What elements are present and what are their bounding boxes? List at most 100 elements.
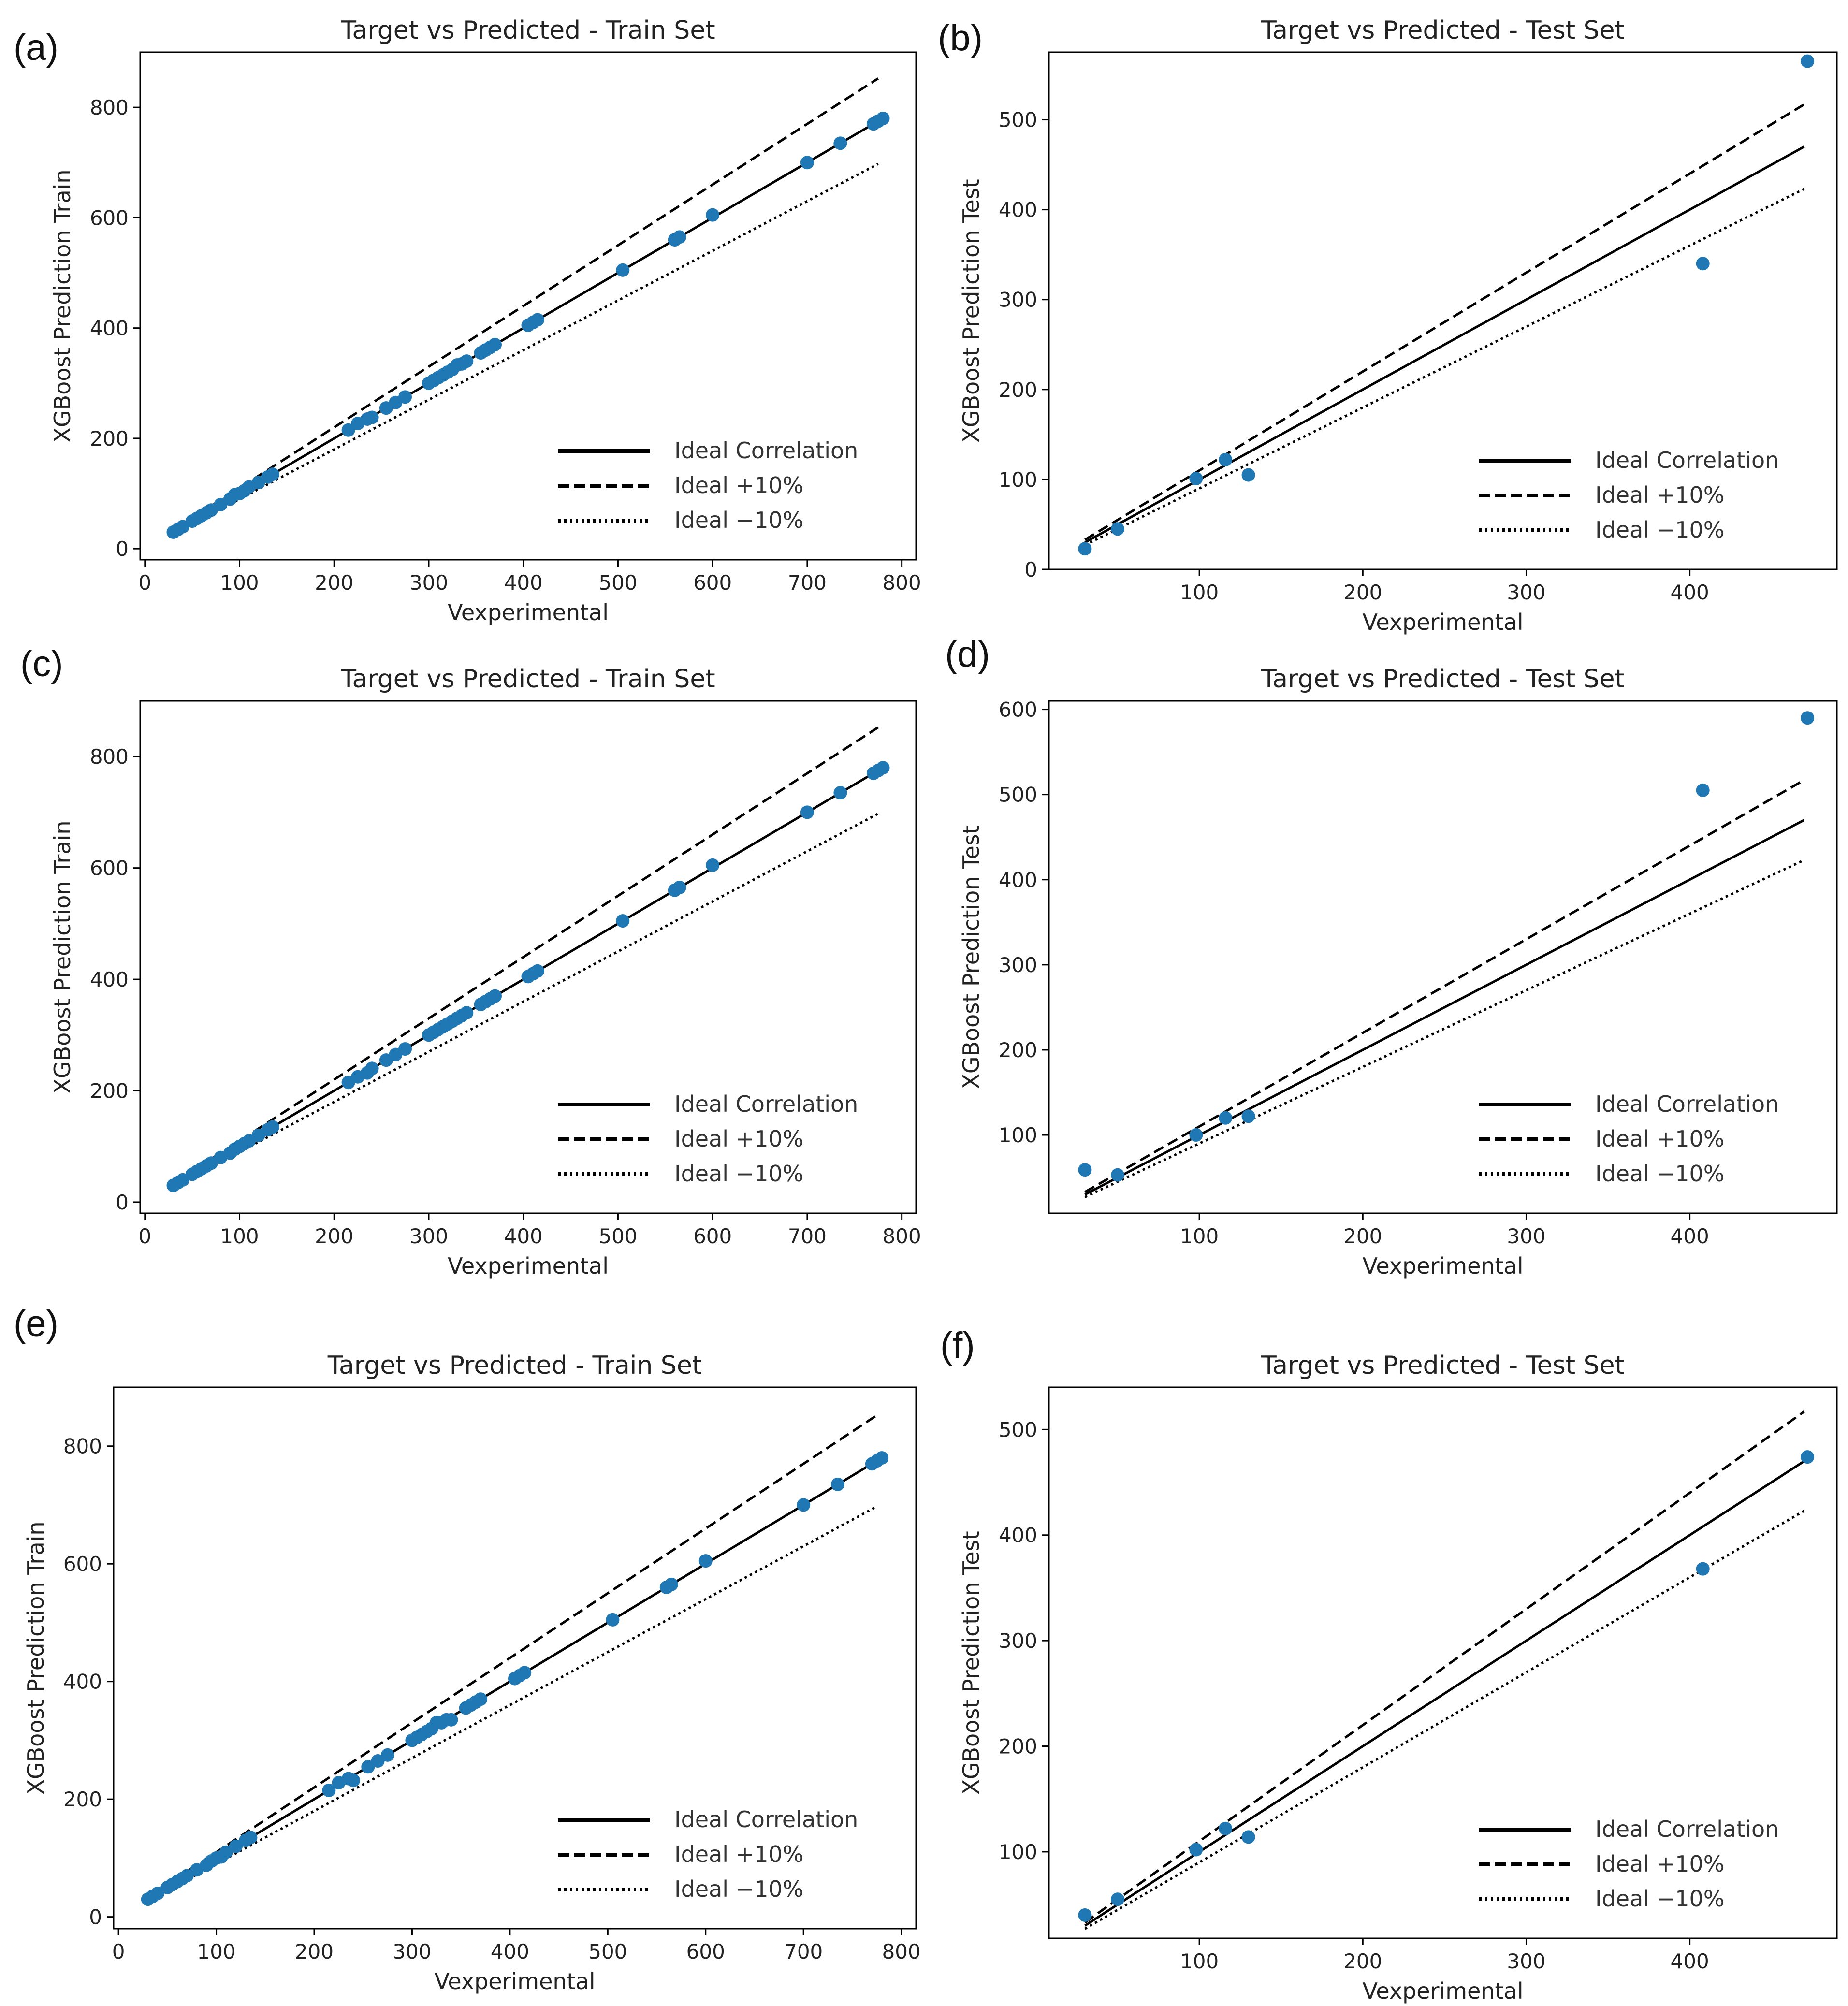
data-point xyxy=(341,423,355,437)
y-tick-label: 500 xyxy=(999,1418,1037,1441)
data-point xyxy=(531,313,545,327)
plot-frame xyxy=(1048,700,1838,1214)
data-point xyxy=(398,390,412,404)
y-tick-label: 0 xyxy=(116,537,129,561)
panel-label-f: (f) xyxy=(940,1325,975,1366)
data-point xyxy=(876,761,890,775)
x-tick-label: 100 xyxy=(197,1940,235,1963)
chart-title: Target vs Predicted - Test Set xyxy=(1261,665,1625,694)
chart-title: Target vs Predicted - Train Set xyxy=(327,1351,702,1380)
data-point xyxy=(361,1760,375,1774)
x-tick-label: 300 xyxy=(409,1224,448,1248)
data-point xyxy=(365,410,379,424)
legend-label: Ideal Correlation xyxy=(674,1091,858,1117)
legend-label: Ideal Correlation xyxy=(1595,1816,1779,1842)
data-point xyxy=(460,354,474,368)
chart-title: Target vs Predicted - Test Set xyxy=(1261,1351,1625,1380)
data-point xyxy=(444,1713,458,1727)
ideal-plus-10-line xyxy=(173,77,879,532)
x-tick-label: 100 xyxy=(220,571,259,595)
y-tick-label: 200 xyxy=(999,378,1037,402)
data-point xyxy=(616,263,630,277)
legend-label: Ideal −10% xyxy=(1595,1161,1724,1187)
y-axis-label: XGBoost Prediction Train xyxy=(49,820,75,1093)
x-tick-label: 800 xyxy=(883,1224,921,1248)
legend-label: Ideal +10% xyxy=(674,1841,803,1867)
x-tick-label: 0 xyxy=(138,571,151,595)
y-tick-label: 200 xyxy=(999,1735,1037,1759)
data-point xyxy=(800,805,814,819)
data-point xyxy=(1219,1111,1233,1125)
legend-label: Ideal +10% xyxy=(674,1126,803,1152)
data-point xyxy=(1696,1562,1710,1576)
legend-label: Ideal Correlation xyxy=(1595,1091,1779,1117)
y-tick-label: 800 xyxy=(63,1435,102,1458)
data-point xyxy=(365,1061,379,1076)
x-tick-label: 100 xyxy=(1180,1949,1219,1973)
data-point xyxy=(1111,1892,1125,1906)
legend-label: Ideal −10% xyxy=(1595,517,1724,543)
y-tick-label: 200 xyxy=(63,1788,102,1811)
chart-panel-5: Target vs Predicted - Train Set 0 100 200 30… xyxy=(23,1351,921,1994)
y-tick-label: 0 xyxy=(89,1905,102,1929)
y-tick-label: 300 xyxy=(999,288,1037,312)
data-point xyxy=(1078,1163,1092,1177)
plot-frame xyxy=(1048,1386,1838,1939)
x-tick-label: 700 xyxy=(784,1940,823,1963)
x-axis-label: Vexperimental xyxy=(448,599,609,625)
x-tick-label: 0 xyxy=(138,1224,151,1248)
y-axis-label: XGBoost Prediction Test xyxy=(958,825,984,1089)
data-point xyxy=(831,1477,845,1491)
y-tick-label: 300 xyxy=(999,1629,1037,1653)
data-point xyxy=(1189,1128,1203,1142)
legend-label: Ideal Correlation xyxy=(674,437,858,464)
y-tick-label: 0 xyxy=(116,1191,129,1214)
y-tick-label: 500 xyxy=(999,783,1037,807)
data-point xyxy=(672,880,686,894)
x-axis-label: Vexperimental xyxy=(448,1253,609,1279)
panel-label-d: (d) xyxy=(945,634,990,675)
data-point xyxy=(1078,1908,1092,1922)
x-tick-label: 800 xyxy=(883,571,921,595)
x-tick-label: 500 xyxy=(588,1940,627,1963)
x-tick-label: 400 xyxy=(491,1940,529,1963)
data-point xyxy=(266,467,280,481)
chart-title: Target vs Predicted - Train Set xyxy=(340,16,715,45)
ideal-correlation-line xyxy=(1084,145,1805,544)
data-point xyxy=(346,1773,360,1788)
legend-label: Ideal −10% xyxy=(1595,1886,1724,1912)
data-point xyxy=(474,1692,488,1706)
data-point xyxy=(1801,54,1815,68)
ideal-minus-10-line xyxy=(173,162,879,535)
y-tick-label: 400 xyxy=(90,968,129,991)
data-point xyxy=(698,1554,713,1568)
data-point xyxy=(1111,522,1125,536)
data-point xyxy=(664,1577,678,1591)
data-point xyxy=(460,1006,474,1020)
data-point xyxy=(1801,711,1815,725)
data-point xyxy=(833,136,847,150)
y-tick-label: 600 xyxy=(999,698,1037,722)
y-tick-label: 400 xyxy=(999,1524,1037,1547)
data-point xyxy=(706,858,720,872)
x-tick-label: 600 xyxy=(693,1224,732,1248)
y-tick-label: 200 xyxy=(90,427,129,451)
x-tick-label: 200 xyxy=(1343,581,1382,604)
legend-label: Ideal +10% xyxy=(1595,1126,1724,1152)
x-axis-label: Vexperimental xyxy=(1362,1978,1523,2004)
ideal-plus-10-line xyxy=(173,726,879,1185)
data-point xyxy=(706,208,720,222)
ideal-minus-10-line xyxy=(147,1505,878,1902)
legend-label: Ideal −10% xyxy=(674,507,803,533)
y-tick-label: 0 xyxy=(1024,558,1037,581)
y-tick-label: 600 xyxy=(63,1552,102,1576)
data-point xyxy=(1241,1109,1255,1123)
y-tick-label: 100 xyxy=(999,1840,1037,1864)
y-axis-label: XGBoost Prediction Train xyxy=(23,1521,49,1794)
data-point xyxy=(219,1845,233,1859)
y-tick-label: 100 xyxy=(999,1123,1037,1147)
data-point xyxy=(266,1120,280,1134)
data-point xyxy=(606,1613,620,1627)
data-point xyxy=(380,1748,394,1762)
